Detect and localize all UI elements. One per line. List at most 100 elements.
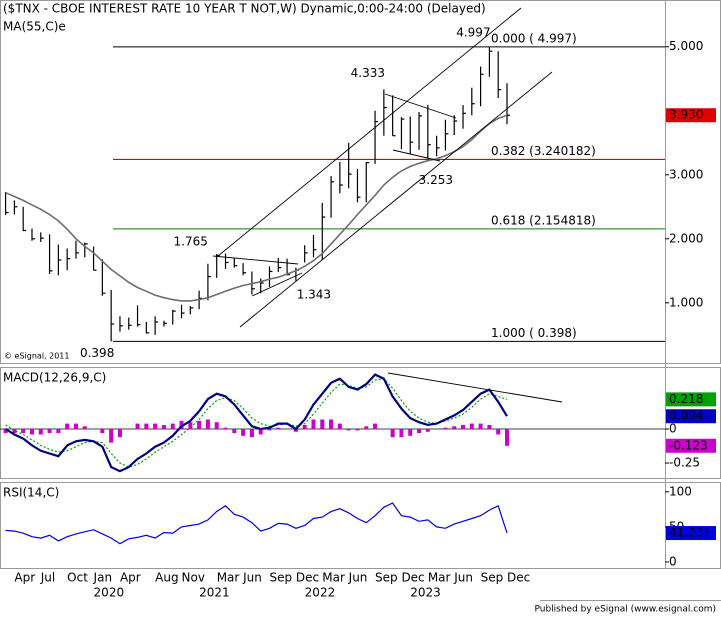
macd-signal (5, 378, 508, 468)
macd-histogram-bar (337, 423, 342, 430)
macd-histogram-bar (38, 429, 43, 435)
trend-lines (212, 7, 563, 403)
annotation: 0.398 (80, 346, 114, 360)
macd-histogram-bar (425, 429, 430, 432)
macd-histogram-bar (346, 429, 351, 431)
macd-histogram-bar (73, 423, 78, 430)
channel-upper (217, 7, 522, 257)
chart-title: ($TNX - CBOE INTEREST RATE 10 YEAR T NOT… (3, 2, 486, 16)
wedge-upper (384, 93, 457, 119)
macd-histogram-bar (496, 429, 501, 435)
last-value-label: 41.231 (669, 526, 711, 540)
x-tick-label: Mar (217, 571, 240, 585)
annotation: 3.253 (419, 173, 453, 187)
last-value-box (666, 438, 716, 453)
macd-histogram-bar (91, 429, 96, 430)
x-tick-label: Dec (296, 571, 319, 585)
macd-histogram-bar (443, 427, 448, 430)
macd-histogram-bar (241, 429, 246, 436)
macd-histogram-bar (373, 423, 378, 430)
macd-histogram-bar (302, 424, 307, 430)
x-tick-label: Oct (67, 571, 88, 585)
macd-histogram-bar (276, 427, 281, 430)
x-tick-label: Apr (14, 571, 35, 585)
last-value-label: 0.094 (669, 409, 703, 423)
x-tick-label: Jan (93, 571, 113, 585)
x-tick-label: Nov (182, 571, 205, 585)
x-tick-label: Sep (269, 571, 292, 585)
macd-histogram-bar (320, 419, 325, 430)
x-tick-label: Dec (507, 571, 530, 585)
macd-line (5, 373, 508, 473)
macd-histogram-bar (223, 427, 228, 430)
x-tick-label: Mar (428, 571, 451, 585)
x-tick-label: Dec (401, 571, 424, 585)
x-tick-label: Mar (322, 571, 345, 585)
last-value-box (666, 526, 716, 541)
channel-lower (239, 71, 553, 328)
year-label: 2023 (410, 586, 441, 600)
fib-label: 0.000 ( 4.997) (491, 31, 577, 45)
macd-histogram-bar (311, 419, 316, 430)
x-tick-label: Aug (155, 571, 178, 585)
macd-histogram-bar (399, 429, 404, 438)
triangle-lower (251, 272, 303, 297)
annotation: 1.343 (297, 287, 331, 301)
annotation: 1.765 (174, 234, 208, 248)
y-tick-label: -0.25 (669, 456, 700, 470)
macd-histogram-bar (381, 429, 386, 430)
rsi-line (5, 502, 508, 545)
last-value-label: 0.218 (669, 392, 703, 406)
last-value-box (666, 409, 716, 424)
macd-histogram-bar (417, 429, 422, 434)
macd-histogram-bar (179, 420, 184, 430)
macd-histogram-bar (161, 424, 166, 430)
macd-histogram-bar (355, 429, 360, 431)
macd-histogram-bar (461, 424, 466, 430)
macd-histogram-bar (487, 424, 492, 430)
macd-title: MACD(12,26,9,C) (3, 371, 106, 385)
macd-histogram-bar (285, 429, 290, 430)
y-tick-label: 5.000 (669, 39, 703, 53)
x-tick-label: Jun (348, 571, 368, 585)
macd-histogram-bar (29, 429, 34, 435)
macd-histogram-bar (364, 426, 369, 430)
macd-histogram-bar (3, 429, 8, 434)
y-tick-label: 0 (669, 422, 677, 436)
macd-histogram-bar (82, 426, 87, 430)
macd-histogram-bar (205, 419, 210, 430)
macd-histogram-bar (197, 420, 202, 430)
footer: Published by eSignal (www.esignal.com) (534, 605, 716, 615)
macd-histogram-bar (390, 429, 395, 438)
last-value-box (666, 108, 716, 123)
macd-histogram-bar (408, 429, 413, 436)
macd-histogram-bar (100, 429, 105, 434)
fib-label: 0.382 (3.240182) (491, 144, 596, 158)
annotation: 4.997 (456, 25, 490, 39)
year-label: 2021 (199, 586, 230, 600)
macd-histogram-bar (478, 423, 483, 430)
moving-average (5, 114, 508, 302)
x-tick-label: Apr (120, 571, 141, 585)
macd-histogram-bar (329, 419, 334, 430)
year-label: 2020 (94, 586, 125, 600)
y-tick-label: 2.000 (669, 231, 703, 245)
macd-histogram-bar (505, 429, 509, 446)
plot-layer: 1.0002.0003.0005.000-0.250050100AprJulOc… (0, 25, 716, 600)
macd-histogram-bar (170, 423, 175, 430)
macd-histogram-bar (258, 429, 263, 435)
ma-label: MA(55,C)e (3, 20, 66, 34)
y-tick-label: 3.000 (669, 167, 703, 181)
macd-histogram-bar (469, 423, 474, 430)
x-tick-label: Jun (242, 571, 262, 585)
last-value-label: 3.930 (669, 108, 703, 122)
macd-histogram-bar (56, 429, 61, 434)
x-tick-label: Jul (40, 571, 55, 585)
y-tick-label: 0 (669, 554, 677, 568)
macd-histogram-bar (21, 429, 26, 434)
macd-histogram-bar (232, 429, 237, 434)
macd-histogram-bar (117, 429, 122, 438)
x-tick-label: Sep (481, 571, 504, 585)
